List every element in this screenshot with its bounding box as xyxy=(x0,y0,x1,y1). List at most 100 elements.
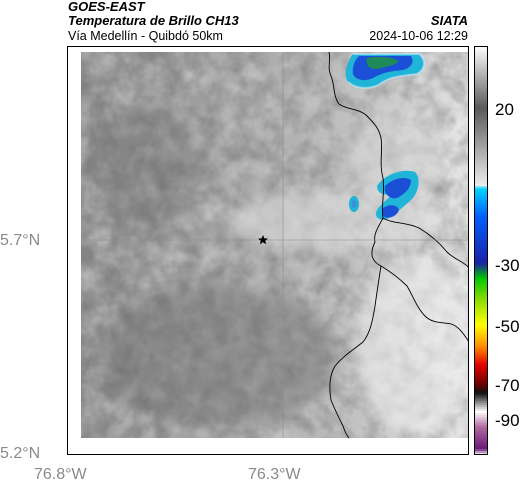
colorbar-segments xyxy=(474,46,488,455)
lon-label-76-8: 76.8°W xyxy=(34,466,87,483)
colorbar-segment xyxy=(474,158,488,161)
colorbar-segment xyxy=(474,376,488,380)
colorbar-segment xyxy=(474,312,488,316)
colorbar-segment xyxy=(474,110,488,113)
colorbar-segment xyxy=(474,96,488,99)
colorbar-segment xyxy=(474,306,488,310)
colorbar-segment xyxy=(474,286,488,290)
colorbar-segment xyxy=(474,208,488,211)
colorbar-segment xyxy=(474,78,488,81)
colorbar-segment xyxy=(474,82,488,85)
colorbar-segment xyxy=(474,126,488,129)
colorbar-tick-minus-70: -70 xyxy=(495,376,520,395)
colorbar-segment xyxy=(474,200,488,203)
colorbar-segment xyxy=(474,238,488,242)
colorbar-segment xyxy=(474,256,488,260)
colorbar-segment xyxy=(474,120,488,123)
colorbar-segment xyxy=(474,114,488,117)
colorbar-segment xyxy=(474,396,488,400)
colorbar-segment xyxy=(474,84,488,87)
colorbar-segment xyxy=(474,296,488,300)
colorbar-segment xyxy=(474,340,488,344)
colorbar-segment xyxy=(474,300,488,304)
colorbar-segment xyxy=(474,276,488,280)
colorbar-segment xyxy=(474,418,488,422)
colorbar-segment xyxy=(474,292,488,296)
colorbar-segment xyxy=(474,258,488,262)
colorbar-segment xyxy=(474,184,488,187)
colorbar-segment xyxy=(474,108,488,111)
colorbar-segment xyxy=(474,344,488,348)
colorbar-segment xyxy=(474,362,488,366)
colorbar-segment xyxy=(474,76,488,79)
satellite-map[interactable] xyxy=(67,46,469,455)
colorbar-segment xyxy=(474,428,488,432)
colorbar-segment xyxy=(474,178,488,181)
brightness-temperature-image xyxy=(81,52,469,438)
colorbar-segment xyxy=(474,112,488,115)
colorbar-segment xyxy=(474,420,488,424)
colorbar-segment xyxy=(474,86,488,89)
colorbar-segment xyxy=(474,194,488,197)
colorbar-segment xyxy=(474,136,488,139)
colorbar-segment xyxy=(474,66,488,69)
colorbar-segment xyxy=(474,404,488,408)
colorbar-segment xyxy=(474,80,488,83)
graticule xyxy=(81,52,469,438)
colorbar-segment xyxy=(474,388,488,392)
colorbar-segment xyxy=(474,308,488,312)
colorbar-segment xyxy=(474,360,488,364)
colorbar-segment xyxy=(474,442,488,446)
colorbar-segment xyxy=(474,406,488,410)
colorbar-segment xyxy=(474,366,488,370)
colorbar-segment xyxy=(474,392,488,396)
colorbar-segment xyxy=(474,122,488,125)
colorbar-segment xyxy=(474,294,488,298)
colorbar-segment xyxy=(474,318,488,322)
colorbar-segment xyxy=(474,374,488,378)
colorbar-segment xyxy=(474,242,488,246)
colorbar-segment xyxy=(474,364,488,368)
colorbar-segment xyxy=(474,68,488,71)
colorbar-tick-minus-50: -50 xyxy=(495,317,520,336)
colorbar-segment xyxy=(474,206,488,209)
colorbar-segment xyxy=(474,334,488,338)
colorbar-segment xyxy=(474,430,488,434)
colorbar-segment xyxy=(474,424,488,428)
colorbar-segment xyxy=(474,64,488,67)
colorbar-segment xyxy=(474,278,488,282)
colorbar-segment xyxy=(474,46,488,49)
cold-cloud-top-middle xyxy=(349,170,419,220)
colorbar-segment xyxy=(474,90,488,93)
colorbar-segment xyxy=(474,432,488,436)
colorbar-segment xyxy=(474,230,488,234)
colorbar-segment xyxy=(474,118,488,121)
colorbar-segment xyxy=(474,94,488,97)
colorbar-segment xyxy=(474,234,488,238)
colorbar-segment xyxy=(474,426,488,430)
colorbar-segment xyxy=(474,54,488,57)
colorbar-segment xyxy=(474,138,488,141)
colorbar-segment xyxy=(474,264,488,268)
colorbar-segment xyxy=(474,88,488,91)
colorbar-segment xyxy=(474,214,488,218)
colorbar-segment xyxy=(474,174,488,177)
colorbar-segment xyxy=(474,48,488,51)
colorbar-segment xyxy=(474,448,488,452)
colorbar-segment xyxy=(474,322,488,326)
cold-cloud-top-north xyxy=(345,53,425,89)
colorbar-segment xyxy=(474,402,488,406)
colorbar-segment xyxy=(474,124,488,127)
colorbar-segment xyxy=(474,386,488,390)
colorbar-segment xyxy=(474,236,488,240)
colorbar-segment xyxy=(474,380,488,384)
colorbar-segment xyxy=(474,246,488,250)
map-axes xyxy=(67,46,469,455)
colorbar-segment xyxy=(474,324,488,328)
colorbar-segment xyxy=(474,144,488,147)
colorbar-segment xyxy=(474,382,488,386)
colorbar-segment xyxy=(474,342,488,346)
colorbar-segment xyxy=(474,260,488,264)
colorbar-segment xyxy=(474,384,488,388)
product-title: Temperatura de Brillo CH13 xyxy=(68,13,239,28)
